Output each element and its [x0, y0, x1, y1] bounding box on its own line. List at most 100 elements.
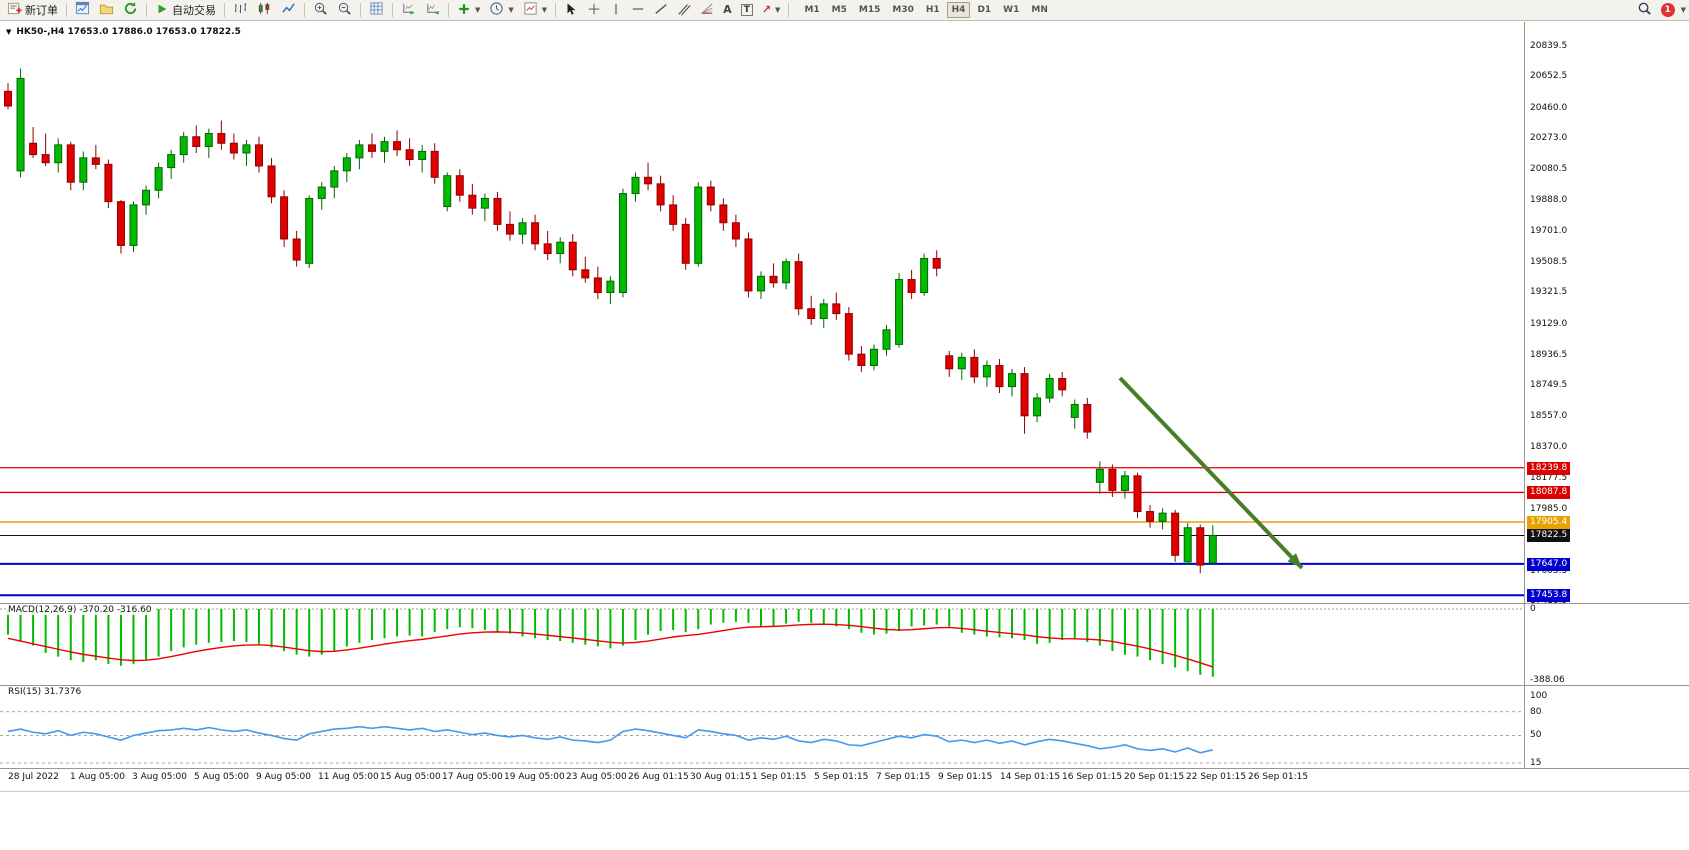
- time-axis-label: 14 Sep 01:15: [1000, 772, 1061, 782]
- trend-arrow-annotation[interactable]: [1118, 376, 1304, 570]
- price-level-badge: 17822.5: [1527, 529, 1571, 543]
- price-axis-tick: 18177.5: [1530, 472, 1568, 483]
- bar-chart-button[interactable]: [229, 1, 252, 19]
- horizontal-line-tool-button[interactable]: [627, 1, 649, 19]
- price-axis-tick: 20652.5: [1530, 71, 1568, 82]
- price-axis: 20839.5 20652.5 20460.0 20273.0 20080.5 19888…: [1525, 22, 1689, 790]
- zoom-in-button[interactable]: [309, 1, 332, 19]
- time-axis-label: 15 Aug 05:00: [380, 772, 441, 782]
- auto-scroll-button[interactable]: [397, 1, 420, 19]
- panel-splitter[interactable]: [0, 685, 1689, 686]
- time-axis-label: 5 Sep 01:15: [814, 772, 869, 782]
- zoom-out-icon: [337, 1, 352, 19]
- expand-arrow-icon[interactable]: ▼: [6, 28, 12, 36]
- label-tool-button[interactable]: T: [737, 1, 757, 19]
- candle: [794, 253, 803, 316]
- grid-button[interactable]: [365, 1, 388, 19]
- templates-icon: [523, 1, 538, 19]
- candle: [79, 151, 88, 191]
- candle: [1108, 464, 1117, 497]
- timeframe-button-h4[interactable]: H4: [946, 2, 971, 18]
- line-chart-button[interactable]: [277, 1, 300, 19]
- candlestick-chart-icon: [257, 1, 272, 19]
- refresh-button[interactable]: [119, 1, 142, 19]
- zoom-out-button[interactable]: [333, 1, 356, 19]
- macd-axis-tick: -388.06: [1530, 675, 1565, 685]
- periods-button[interactable]: ▼: [485, 1, 517, 19]
- timeframe-button-h1[interactable]: H1: [921, 2, 945, 18]
- cursor-icon: [564, 2, 578, 19]
- time-axis-divider: [0, 768, 1689, 769]
- candle: [882, 324, 891, 356]
- time-axis-label: 26 Aug 01:15: [628, 772, 689, 782]
- clock-icon: [489, 1, 504, 19]
- price-axis-tick: 19508.5: [1530, 256, 1568, 267]
- price-level-badge: 17647.0: [1527, 557, 1571, 571]
- candle: [543, 230, 552, 261]
- candle: [920, 253, 929, 296]
- chart-canvas[interactable]: [0, 22, 1524, 790]
- notification-count-badge[interactable]: 1: [1660, 3, 1675, 17]
- toolbar-separator: [304, 3, 305, 17]
- toolbar-separator: [66, 3, 67, 17]
- candle: [443, 172, 452, 212]
- trendline-tool-button[interactable]: [650, 1, 672, 19]
- horizontal-line-icon: [631, 3, 645, 18]
- auto-trading-button[interactable]: 自动交易: [151, 1, 220, 19]
- chart-shift-button[interactable]: [421, 1, 444, 19]
- timeframe-button-m5[interactable]: M5: [827, 2, 852, 18]
- chevron-down-icon: ▼: [475, 6, 481, 14]
- price-level-badge: 17905.4: [1527, 516, 1571, 529]
- vertical-line-tool-button[interactable]: [606, 1, 626, 19]
- candlestick-chart-button[interactable]: [253, 1, 276, 19]
- candle: [16, 68, 25, 178]
- crosshair-tool-button[interactable]: [583, 1, 605, 19]
- channel-tool-button[interactable]: [673, 1, 695, 19]
- candle: [1008, 368, 1016, 397]
- price-axis-tick: 19888.0: [1530, 195, 1568, 206]
- templates-button[interactable]: ▼: [519, 1, 551, 19]
- timeframe-button-m30[interactable]: M30: [887, 2, 918, 18]
- line-chart-icon: [281, 1, 296, 19]
- timeframe-button-m1[interactable]: M1: [799, 2, 824, 18]
- timeframe-button-mn[interactable]: MN: [1026, 2, 1053, 18]
- panel-splitter[interactable]: [0, 603, 1689, 604]
- search-button[interactable]: [1633, 1, 1656, 19]
- macd-label: MACD(12,26,9) -370.20 -316.60: [6, 605, 154, 615]
- candle: [380, 136, 389, 163]
- arrows-tool-button[interactable]: ↗ ▼: [758, 1, 785, 19]
- indicators-button[interactable]: ▼: [453, 1, 484, 19]
- toolbar-overflow-icon[interactable]: ▼: [1680, 6, 1686, 14]
- zoom-in-icon: [313, 1, 328, 19]
- label-icon: T: [740, 4, 753, 16]
- price-axis-tick: 20460.0: [1530, 102, 1568, 113]
- timeframe-button-m15[interactable]: M15: [854, 2, 885, 18]
- candle: [342, 152, 351, 183]
- profiles-icon: [99, 1, 114, 19]
- candle: [54, 138, 63, 173]
- toolbar-separator: [224, 3, 225, 17]
- timeframe-button-d1[interactable]: D1: [972, 2, 996, 18]
- grid-icon: [369, 1, 384, 19]
- fibonacci-icon: [700, 2, 714, 19]
- timeframe-button-w1[interactable]: W1: [998, 2, 1024, 18]
- profiles-button[interactable]: [95, 1, 118, 19]
- candle: [1120, 470, 1129, 499]
- candle: [1058, 372, 1067, 397]
- candle: [844, 307, 853, 361]
- chart-title: ▼ HK50-,H4 17653.0 17886.0 17653.0 17822…: [6, 27, 241, 37]
- candle: [1171, 509, 1180, 562]
- candle: [506, 211, 514, 241]
- candle: [1196, 524, 1205, 574]
- refresh-icon: [123, 1, 138, 19]
- candle: [242, 140, 251, 166]
- candle: [669, 195, 678, 231]
- rsi-label: RSI(15) 31.7376: [6, 687, 84, 697]
- new-order-button[interactable]: 新订单: [3, 1, 62, 19]
- cursor-tool-button[interactable]: [560, 1, 582, 19]
- candle: [782, 258, 791, 290]
- fibonacci-tool-button[interactable]: [696, 1, 718, 19]
- charts-button[interactable]: [71, 1, 94, 19]
- text-tool-button[interactable]: A: [719, 1, 736, 19]
- candle: [455, 169, 464, 202]
